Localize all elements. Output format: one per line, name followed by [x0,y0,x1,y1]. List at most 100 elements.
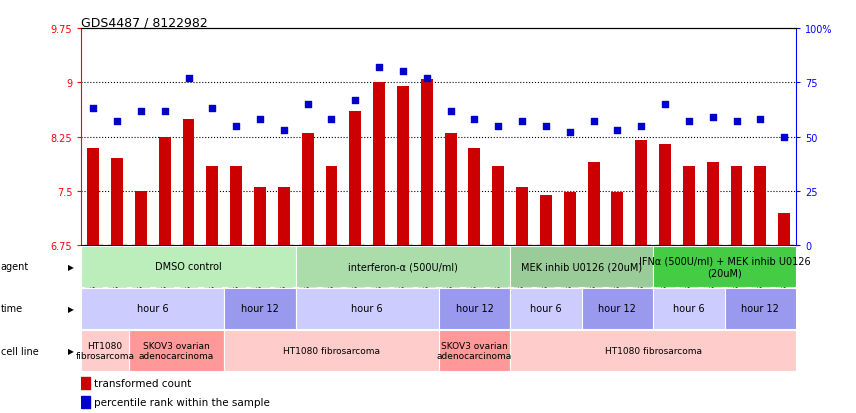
Point [682,119,696,126]
Bar [683,166,695,246]
Point [372,64,386,71]
Text: agent: agent [1,262,29,272]
Bar [564,193,576,246]
Text: hour 12: hour 12 [741,304,779,314]
Bar [81,330,129,371]
Point [420,76,434,82]
Bar [373,83,385,246]
Point [396,69,410,76]
Bar [254,188,266,246]
Bar [653,247,796,287]
Text: ▶: ▶ [68,346,74,355]
Bar [510,289,582,329]
Point [158,108,171,114]
Bar [510,247,653,287]
Bar [296,289,438,329]
Text: HT1080 fibrosarcoma: HT1080 fibrosarcoma [283,346,380,355]
Bar [653,289,724,329]
Bar [129,330,224,371]
Point [110,119,124,126]
Text: SKOV3 ovarian
adenocarcinoma: SKOV3 ovarian adenocarcinoma [437,341,512,361]
Bar [87,148,99,246]
Text: hour 12: hour 12 [598,304,636,314]
Text: hour 6: hour 6 [530,304,562,314]
Text: hour 6: hour 6 [673,304,704,314]
Point [539,123,553,130]
Text: HT1080
fibrosarcoma: HT1080 fibrosarcoma [75,341,134,361]
Bar [81,247,296,287]
Text: hour 6: hour 6 [137,304,169,314]
Point [634,123,648,130]
Point [729,119,743,126]
Bar [540,195,552,246]
Bar [325,166,337,246]
Point [324,116,338,123]
Point [134,108,148,114]
Bar [224,330,438,371]
Bar [492,166,504,246]
Text: transformed count: transformed count [94,378,191,388]
Text: hour 6: hour 6 [352,304,383,314]
Text: ▶: ▶ [68,304,74,313]
Bar [582,289,653,329]
Text: hour 12: hour 12 [241,304,279,314]
Point [563,130,577,136]
Text: GDS4487 / 8122982: GDS4487 / 8122982 [81,17,208,29]
Bar [158,138,170,246]
Point [348,97,362,104]
Text: HT1080 fibrosarcoma: HT1080 fibrosarcoma [604,346,702,355]
Bar [135,192,147,246]
Point [443,108,457,114]
Point [777,134,791,140]
Bar [296,247,510,287]
Text: MEK inhib U0126 (20uM): MEK inhib U0126 (20uM) [521,262,642,272]
Bar [81,377,90,389]
Bar [81,396,90,408]
Bar [206,166,218,246]
Bar [730,166,742,246]
Point [205,106,219,112]
Bar [301,134,313,246]
Text: time: time [1,304,23,314]
Bar [724,289,796,329]
Bar [111,159,123,246]
Bar [438,330,510,371]
Bar [182,119,194,246]
Bar [397,87,409,246]
Bar [516,188,528,246]
Point [300,102,314,108]
Bar [659,145,671,246]
Bar [444,134,456,246]
Bar [349,112,361,246]
Text: DMSO control: DMSO control [155,262,222,272]
Bar [81,289,224,329]
Text: IFNα (500U/ml) + MEK inhib U0126
(20uM): IFNα (500U/ml) + MEK inhib U0126 (20uM) [639,256,811,278]
Point [181,76,195,82]
Bar [468,148,480,246]
Point [658,102,672,108]
Bar [438,289,510,329]
Point [515,119,529,126]
Point [277,128,291,134]
Point [610,128,624,134]
Bar [635,141,647,246]
Bar [278,188,290,246]
Point [467,116,481,123]
Point [586,119,600,126]
Point [753,116,767,123]
Bar [510,330,796,371]
Text: percentile rank within the sample: percentile rank within the sample [94,397,270,407]
Bar [754,166,766,246]
Bar [230,166,242,246]
Point [706,114,720,121]
Text: SKOV3 ovarian
adenocarcinoma: SKOV3 ovarian adenocarcinoma [139,341,214,361]
Point [229,123,243,130]
Text: cell line: cell line [1,346,39,356]
Bar [421,79,433,246]
Text: hour 12: hour 12 [455,304,493,314]
Point [253,116,267,123]
Bar [707,163,719,246]
Text: interferon-α (500U/ml): interferon-α (500U/ml) [348,262,458,272]
Point [491,123,505,130]
Text: ▶: ▶ [68,262,74,271]
